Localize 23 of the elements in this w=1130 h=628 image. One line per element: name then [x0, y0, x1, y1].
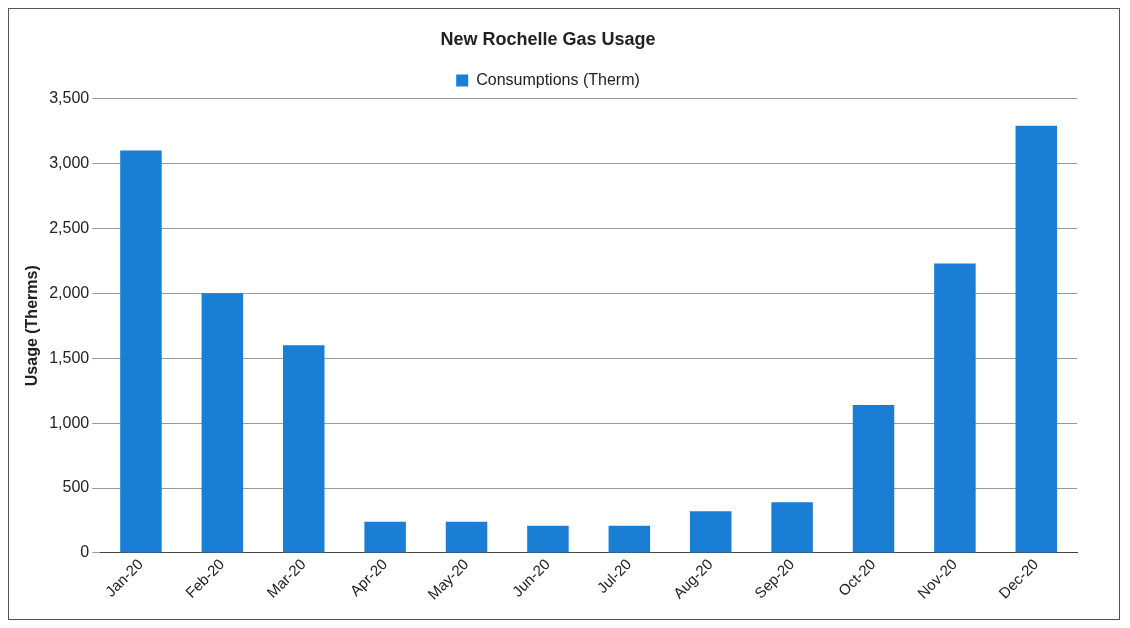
- y-tick-label: 3,000: [49, 153, 90, 171]
- bar: [282, 345, 325, 553]
- bar: [689, 511, 732, 553]
- bar: [527, 525, 569, 553]
- y-tick-label: 2,500: [49, 218, 90, 236]
- bar: [445, 521, 488, 553]
- bar: [934, 263, 976, 553]
- y-tick-label: 500: [62, 478, 90, 496]
- y-tick-label: 1,500: [49, 348, 90, 366]
- y-tick-label: 0: [80, 543, 90, 561]
- bar: [771, 502, 813, 553]
- y-tick-label: 2,000: [49, 283, 90, 301]
- bar: [201, 293, 244, 553]
- chart-title: New Rochelle Gas Usage: [440, 28, 656, 49]
- bar: [120, 150, 162, 553]
- bar: [364, 521, 406, 553]
- bar: [1015, 125, 1058, 553]
- bar: [852, 404, 895, 553]
- y-axis-title: Usage (Therms): [23, 265, 41, 387]
- y-tick-label: 1,000: [49, 413, 90, 431]
- y-tick-label: 3,500: [49, 89, 90, 107]
- bar: [608, 525, 651, 553]
- legend-label: Consumptions (Therm): [476, 71, 640, 89]
